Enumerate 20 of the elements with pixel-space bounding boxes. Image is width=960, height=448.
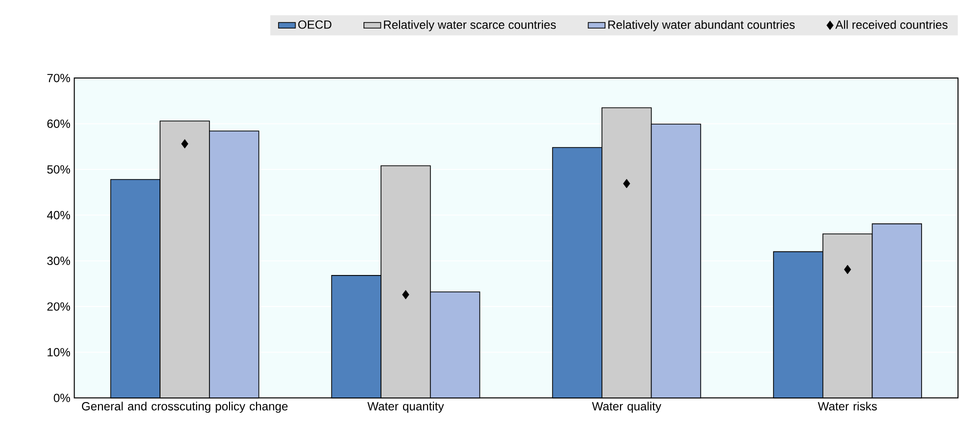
point — [844, 264, 852, 274]
y-tick-label: 40% — [47, 210, 70, 220]
point — [402, 290, 410, 300]
y-tick-label: 70% — [47, 74, 70, 82]
y-tick-label: 30% — [47, 256, 70, 265]
y-tick-label: 50% — [47, 165, 70, 174]
legend-label: Relatively water abundant countries — [608, 20, 795, 32]
legend-label: Relatively water scarce countries — [384, 20, 556, 32]
x-tick-label: General and crosscuting policy change — [82, 402, 288, 413]
point — [181, 139, 188, 148]
x-tick-label: Water risks — [818, 402, 877, 410]
legend-label: OECD — [298, 20, 332, 29]
y-tick-label: 10% — [48, 348, 70, 356]
x-tick-label: Water quantity — [367, 402, 444, 413]
y-tick-label: 0% — [54, 394, 70, 402]
legend-label: All received countries — [835, 20, 948, 29]
y-tick-label: 60% — [47, 119, 70, 128]
x-tick-label: Water quality — [592, 402, 662, 413]
point — [623, 178, 630, 188]
y-tick-label: 20% — [47, 302, 70, 311]
